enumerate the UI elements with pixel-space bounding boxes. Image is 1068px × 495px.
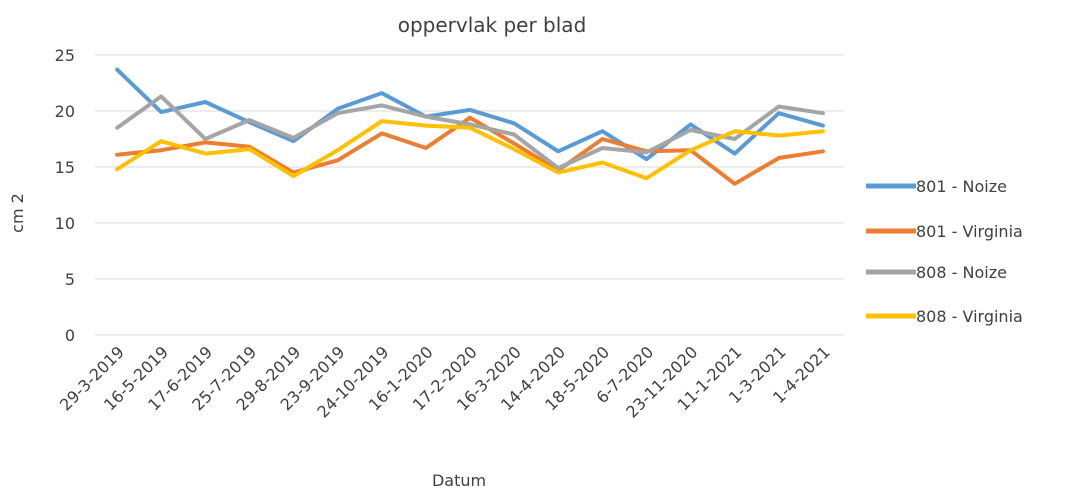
y-axis-title: cm 2 (8, 193, 27, 233)
legend-label: 801 - Virginia (916, 222, 1023, 241)
series-lines (115, 67, 825, 186)
legend-label: 801 - Noize (916, 177, 1007, 196)
legend: 801 - Noize 801 - Virginia 808 - Noize 808 … (866, 177, 1023, 326)
chart-title: oppervlak per blad (398, 13, 587, 37)
y-tick-label: 0 (65, 326, 75, 345)
y-axis-ticks: 0 5 10 15 20 25 (55, 46, 75, 345)
x-axis-title: Datum (432, 471, 486, 490)
series-line (115, 115, 825, 186)
y-tick-label: 10 (55, 214, 75, 233)
legend-label: 808 - Noize (916, 263, 1007, 282)
y-tick-label: 20 (55, 102, 75, 121)
series-line (115, 119, 825, 181)
x-axis-ticks: 29-3-201916-5-201917-6-201925-7-201929-8… (56, 342, 834, 421)
y-tick-label: 25 (55, 46, 75, 65)
y-tick-label: 15 (55, 158, 75, 177)
y-tick-label: 5 (65, 270, 75, 289)
series-line (115, 94, 825, 171)
legend-label: 808 - Virginia (916, 307, 1023, 326)
gridlines (95, 54, 845, 336)
